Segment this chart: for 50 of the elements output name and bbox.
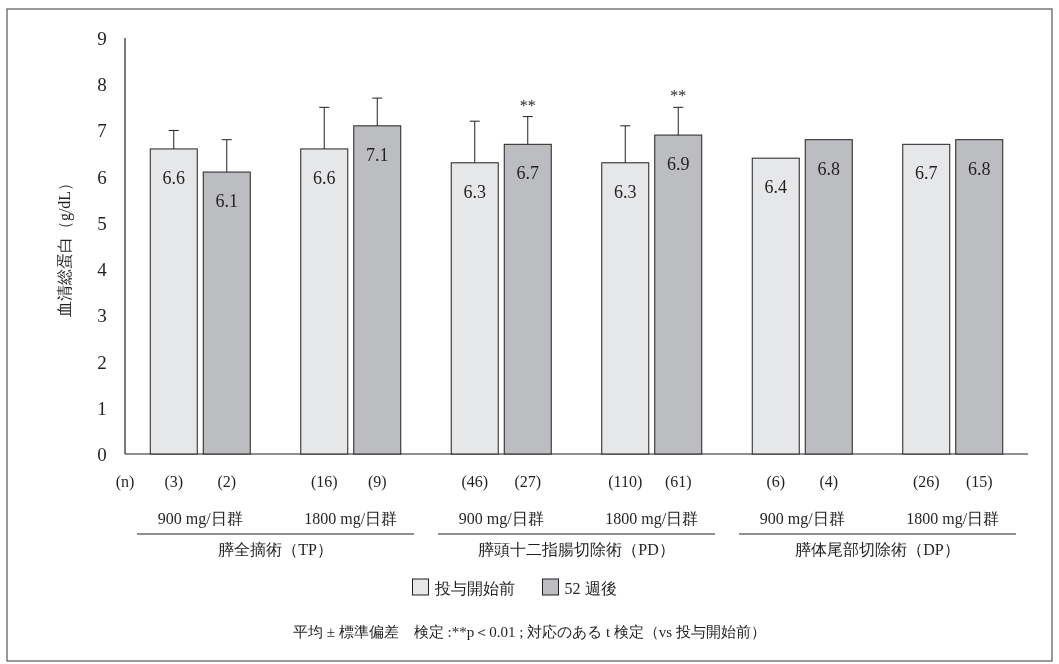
- x-tick-label: 1800 mg/日群: [906, 510, 1000, 528]
- x-tick-label: 1800 mg/日群: [304, 510, 398, 528]
- text: (9): [367, 473, 387, 491]
- text: (15): [965, 473, 993, 491]
- data-label: 6.8: [968, 158, 991, 179]
- legend-label: 52 週後: [564, 580, 617, 597]
- text: 膵全摘術（TP）: [218, 541, 333, 558]
- y-tick-label: 1: [97, 397, 107, 419]
- text: (26): [912, 473, 940, 491]
- text: (4): [819, 473, 839, 491]
- annotation: **: [670, 87, 687, 105]
- text: 膵頭十二指腸切除術（PD）: [478, 541, 675, 558]
- text: (2): [217, 473, 237, 491]
- y-tick-label: 7: [97, 120, 107, 142]
- text: (46): [461, 473, 489, 491]
- y-tick-label: 9: [97, 28, 107, 49]
- text: (27): [514, 473, 542, 491]
- text: (61): [664, 473, 692, 491]
- data-label: 6.7: [915, 163, 938, 184]
- data-label: 6.1: [215, 191, 238, 212]
- data-label: 6.7: [516, 163, 539, 184]
- data-label: 6.8: [817, 158, 840, 179]
- x-tick-label: 1800 mg/日群: [605, 510, 699, 528]
- x-tick-label: 900 mg/日群: [157, 510, 243, 528]
- text: 平均 ± 標準偏差 検定 :**p＜0.01 ; 対応のある t 検定（vs 投与開始前）: [293, 624, 766, 640]
- y-tick-label: 3: [97, 305, 107, 327]
- text: (n): [115, 473, 135, 491]
- text: (110): [608, 473, 643, 491]
- text: (6): [766, 473, 786, 491]
- data-label: 6.6: [313, 167, 336, 188]
- data-label: 7.1: [366, 144, 389, 165]
- data-label: 6.3: [463, 181, 486, 202]
- data-label: 6.3: [614, 181, 637, 202]
- x-tick-label: 900 mg/日群: [458, 510, 544, 528]
- text: 膵体尾部切除術（DP）: [795, 541, 960, 558]
- y-tick-label: 6: [97, 166, 107, 188]
- data-label: 6.9: [667, 154, 690, 175]
- y-tick-label: 4: [97, 259, 108, 281]
- y-tick-label: 2: [97, 351, 107, 373]
- annotation: **: [519, 96, 536, 114]
- y-axis-title: 血清総蛋白（g/dL）: [56, 174, 74, 318]
- y-tick-label: 5: [97, 212, 107, 234]
- data-label: 6.6: [162, 167, 185, 188]
- y-tick-label: 0: [97, 444, 107, 465]
- legend-label: 投与開始前: [433, 580, 515, 597]
- x-tick-label: 900 mg/日群: [759, 510, 845, 528]
- y-tick-label: 8: [97, 74, 107, 96]
- text: (3): [164, 473, 184, 491]
- text: (16): [310, 473, 338, 491]
- data-label: 6.4: [764, 177, 787, 198]
